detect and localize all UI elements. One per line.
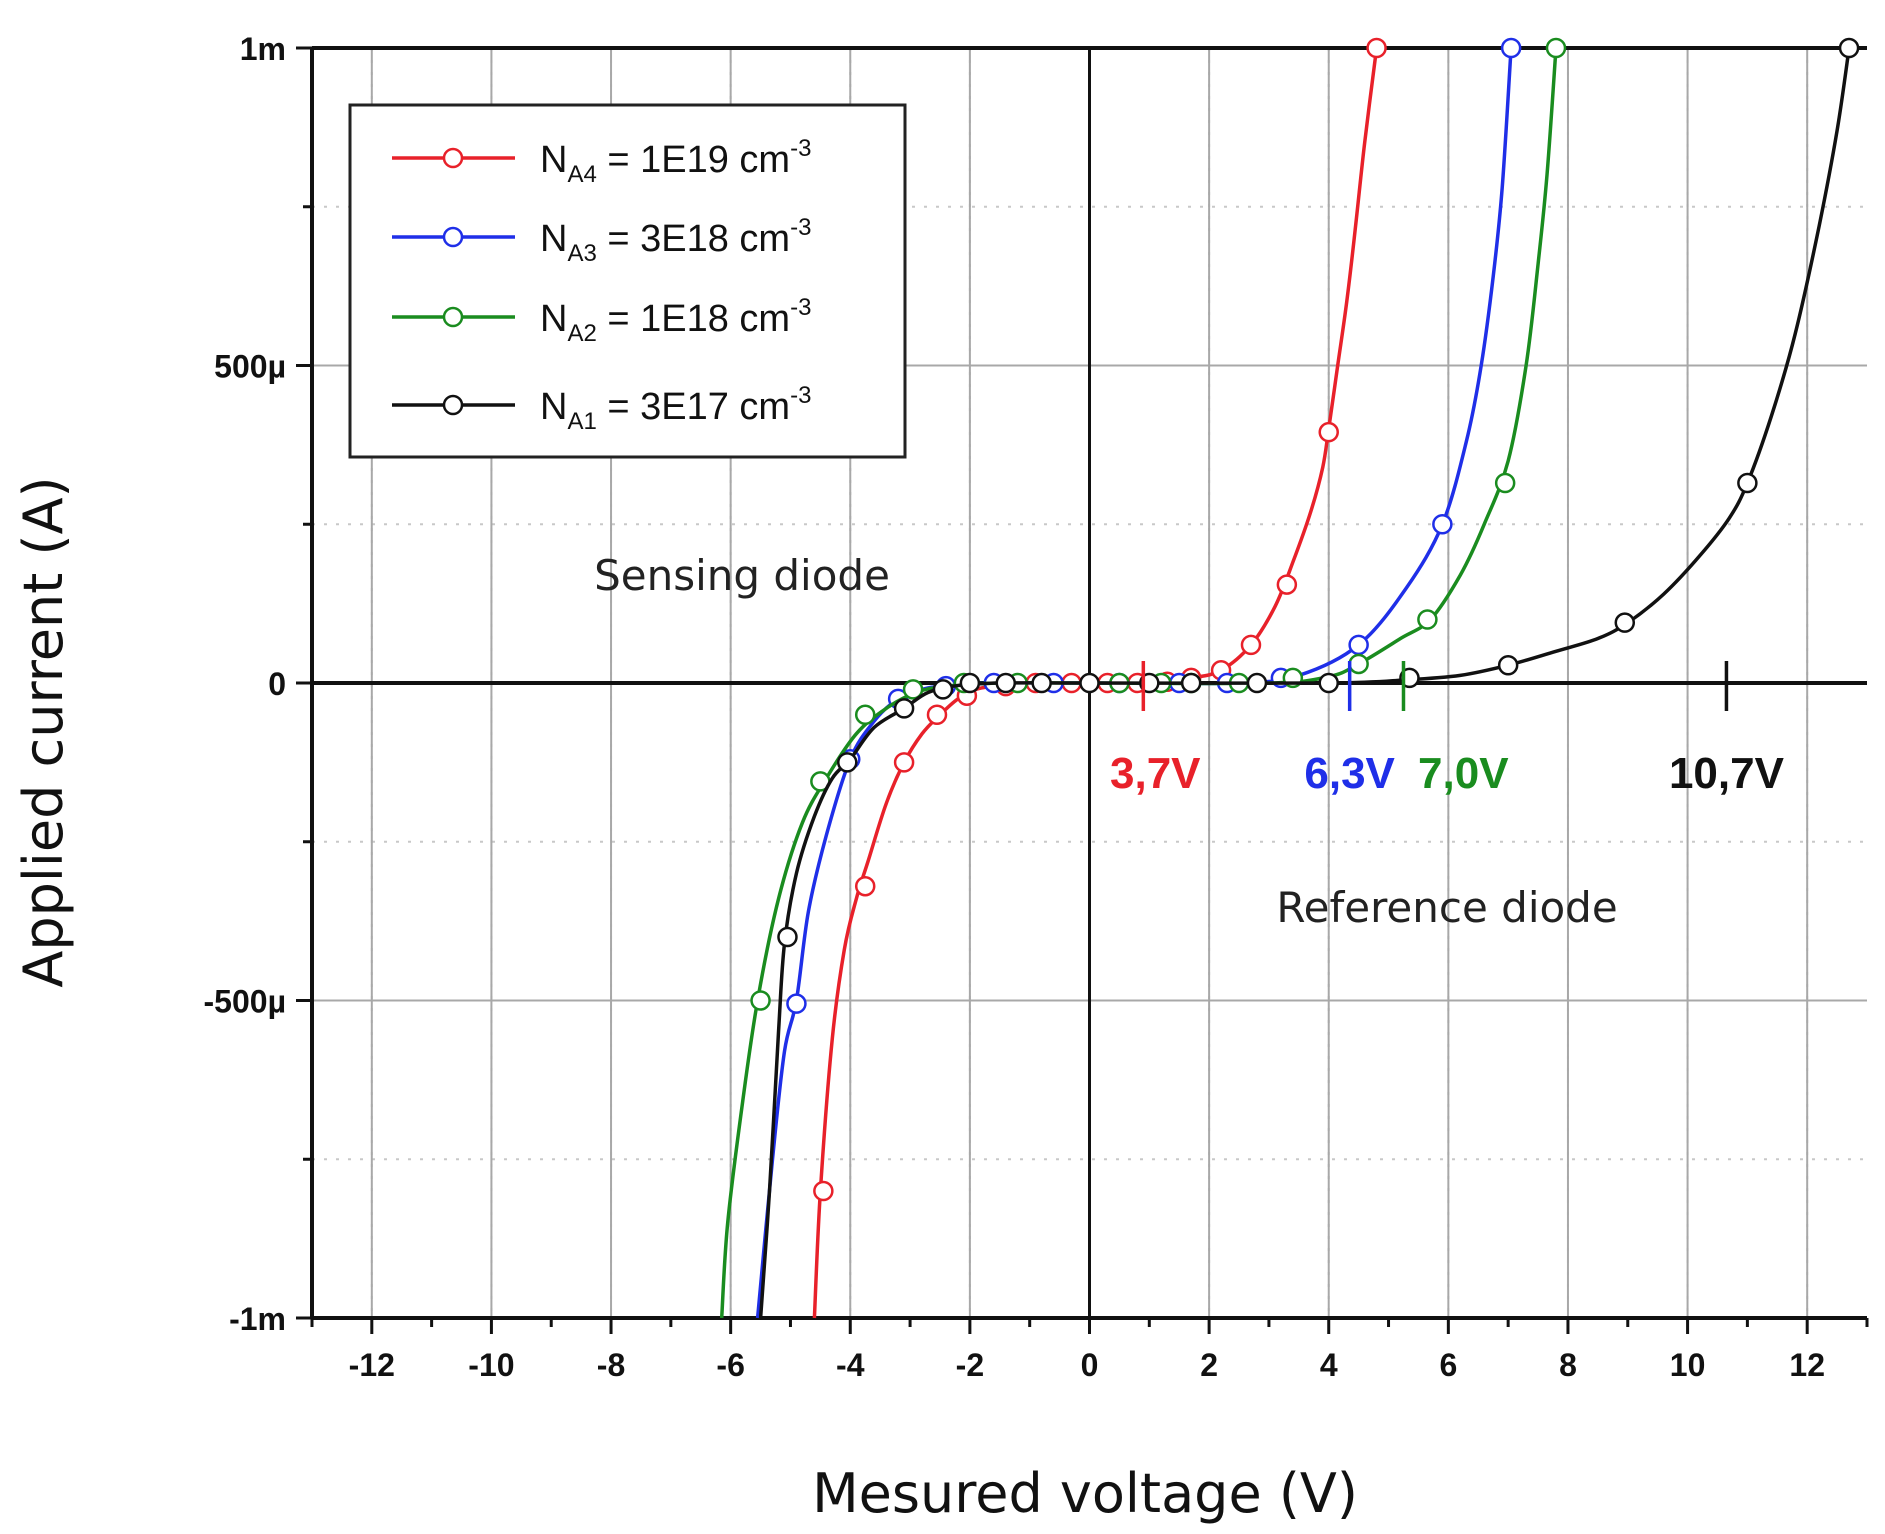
x-tick-label: 6	[1439, 1347, 1457, 1383]
x-tick-label: 10	[1670, 1347, 1706, 1383]
annotation-sensing-diode: Sensing diode	[594, 551, 890, 600]
data-point	[893, 698, 915, 719]
data-point	[932, 679, 954, 700]
annotation-reference-diode: Reference diode	[1276, 883, 1617, 932]
legend-label: NA2 = 1E18 cm-3	[540, 294, 811, 347]
data-point	[1240, 634, 1262, 656]
voltage-label: 10,7V	[1669, 749, 1785, 798]
x-tick-label: 12	[1789, 1347, 1825, 1383]
data-point	[926, 704, 948, 725]
data-point	[995, 672, 1017, 694]
data-point	[902, 679, 924, 700]
legend-label: NA1 = 3E17 cm-3	[540, 382, 811, 435]
data-point	[1500, 37, 1522, 59]
x-tick-label: -6	[716, 1347, 744, 1383]
data-point	[959, 672, 981, 694]
x-tick-label: -4	[836, 1347, 865, 1383]
y-axis-title: Applied current (A)	[12, 476, 75, 987]
data-point	[1276, 574, 1298, 595]
data-point	[786, 993, 807, 1014]
legend-box	[348, 103, 907, 459]
legend-marker	[442, 394, 464, 416]
x-tick-label: -8	[597, 1347, 625, 1383]
x-tick-label: -10	[468, 1347, 514, 1383]
x-tick-label: 4	[1320, 1347, 1338, 1383]
y-tick-label: -500µ	[204, 984, 286, 1020]
y-tick-label: 0	[268, 666, 286, 702]
legend-marker	[442, 226, 464, 248]
data-point	[1497, 654, 1519, 676]
data-point	[1079, 672, 1100, 694]
data-point	[777, 926, 798, 948]
series-3	[758, 37, 1860, 1319]
y-tick-label: -1m	[229, 1301, 286, 1337]
data-point	[854, 704, 876, 725]
data-point	[1737, 472, 1758, 494]
legend-label: NA4 = 1E19 cm-3	[540, 135, 811, 188]
data-point	[1838, 37, 1860, 59]
x-axis-title: Mesured voltage (V)	[812, 1462, 1358, 1525]
data-point	[1318, 421, 1339, 443]
data-point	[1494, 472, 1516, 494]
tick-labels: -12 -10 -8 -6 -4 -2 0 2 4 6 8 10 12 1m 500µ 0 -500µ -1m	[204, 31, 1825, 1383]
data-point	[1031, 672, 1052, 694]
voltage-label: 7,0V	[1418, 749, 1509, 798]
legend-label: NA3 = 3E18 cm-3	[540, 214, 811, 267]
legend: NA4 = 1E19 cm-3 NA3 = 3E18 cm-3 NA2 = 1E18…	[348, 103, 907, 459]
data-point	[813, 1180, 834, 1202]
data-point	[1417, 609, 1438, 630]
data-point	[1180, 672, 1202, 694]
data-point	[1318, 672, 1339, 694]
data-point	[837, 752, 858, 773]
data-point	[1614, 612, 1636, 633]
x-tick-label: 2	[1200, 1347, 1218, 1383]
voltage-label: 6,3V	[1304, 749, 1395, 798]
x-tick-label: -2	[956, 1347, 984, 1383]
data-point	[1246, 672, 1268, 694]
voltage-markers: 3,7V 6,3V 7,0V 10,7V	[1110, 661, 1785, 798]
data-point	[1366, 37, 1387, 59]
y-tick-label: 1m	[240, 31, 286, 67]
x-tick-label: 0	[1081, 1347, 1099, 1383]
data-point	[1348, 634, 1369, 656]
x-tick-label: 8	[1559, 1347, 1577, 1383]
legend-marker	[442, 147, 464, 169]
legend-marker	[442, 306, 464, 328]
data-point	[1432, 514, 1453, 535]
data-point	[1348, 653, 1369, 675]
data-point	[1545, 37, 1567, 59]
data-series	[719, 37, 1860, 1319]
voltage-label: 3,7V	[1110, 749, 1201, 798]
x-tick-label: -12	[349, 1347, 395, 1383]
data-point	[893, 752, 915, 773]
y-tick-label: 500µ	[214, 349, 286, 385]
data-point	[854, 875, 876, 897]
data-point	[750, 990, 771, 1011]
